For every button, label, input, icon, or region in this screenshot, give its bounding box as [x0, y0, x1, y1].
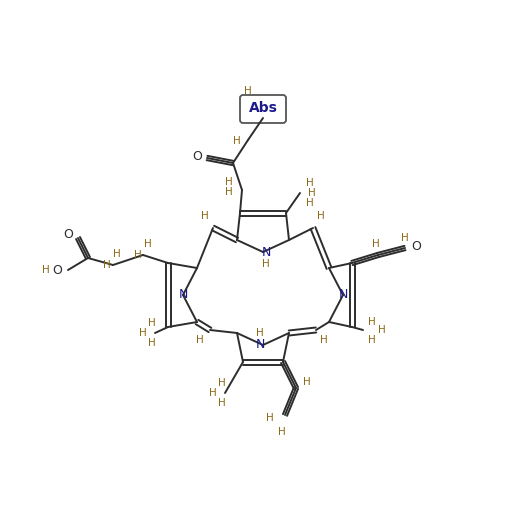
Text: H: H — [144, 239, 152, 249]
FancyBboxPatch shape — [240, 95, 286, 123]
Text: H: H — [256, 328, 264, 338]
Text: H: H — [225, 187, 233, 197]
Text: N: N — [261, 245, 271, 259]
Text: H: H — [139, 328, 147, 338]
Text: H: H — [244, 86, 252, 96]
Text: Abs: Abs — [248, 101, 277, 115]
Text: H: H — [372, 239, 380, 249]
Text: H: H — [201, 211, 209, 221]
Text: H: H — [303, 377, 311, 387]
Text: H: H — [113, 249, 121, 259]
Text: H: H — [134, 250, 142, 260]
Text: H: H — [320, 335, 328, 345]
Text: H: H — [278, 427, 286, 437]
Text: H: H — [103, 260, 111, 270]
Text: H: H — [233, 136, 241, 146]
Text: H: H — [262, 259, 270, 269]
Text: H: H — [225, 177, 233, 187]
Text: O: O — [52, 264, 62, 276]
Text: O: O — [192, 149, 202, 163]
Text: H: H — [148, 338, 156, 348]
Text: O: O — [411, 240, 421, 253]
Text: H: H — [306, 178, 314, 188]
Text: H: H — [218, 398, 226, 408]
Text: H: H — [209, 388, 217, 398]
Text: H: H — [306, 198, 314, 208]
Text: N: N — [255, 338, 265, 352]
Text: H: H — [196, 335, 204, 345]
Text: O: O — [63, 229, 73, 241]
Text: H: H — [368, 335, 376, 345]
Text: H: H — [378, 325, 386, 335]
Text: H: H — [317, 211, 325, 221]
Text: H: H — [401, 233, 409, 243]
Text: H: H — [218, 378, 226, 388]
Text: N: N — [338, 289, 348, 302]
Text: H: H — [42, 265, 50, 275]
Text: H: H — [368, 317, 376, 327]
Text: N: N — [178, 289, 188, 302]
Text: H: H — [266, 413, 274, 423]
Text: H: H — [148, 318, 156, 328]
Text: H: H — [308, 188, 316, 198]
